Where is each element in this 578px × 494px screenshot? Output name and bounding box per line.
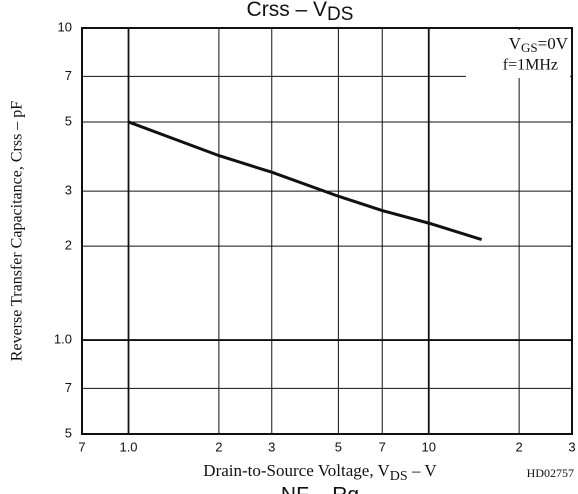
chart-title: Crss – VDS bbox=[247, 0, 354, 25]
x-label-part: – V bbox=[408, 461, 438, 480]
x-axis-label: Drain-to-Source Voltage, VDS – V bbox=[203, 461, 437, 484]
y-tick-label: 2 bbox=[65, 238, 72, 253]
plot-frame bbox=[81, 27, 573, 435]
grid bbox=[81, 27, 573, 435]
x-tick-label: 7 bbox=[78, 439, 85, 454]
next-title: NF – Rg bbox=[281, 484, 359, 494]
x-tick-label: 10 bbox=[422, 439, 436, 454]
title-sub: DS bbox=[327, 4, 353, 25]
annotation-sub: GS bbox=[521, 40, 538, 55]
annotation-part: =0V bbox=[538, 34, 569, 53]
y-tick-label: 7 bbox=[65, 380, 72, 395]
data-line bbox=[127, 120, 483, 241]
x-tick-label: 7 bbox=[379, 439, 386, 454]
annotation-box bbox=[466, 30, 570, 78]
y-tick-label: 7 bbox=[65, 68, 72, 83]
y-tick-label: 10 bbox=[58, 19, 72, 34]
x-tick-label: 3 bbox=[268, 439, 275, 454]
annotation-line: VGS=0V bbox=[509, 34, 569, 55]
y-tick-label: 5 bbox=[65, 425, 72, 440]
x-tick-label: 2 bbox=[215, 439, 222, 454]
x-label-part: Drain-to-Source Voltage, V bbox=[203, 461, 390, 480]
y-tick-label: 5 bbox=[65, 113, 72, 128]
x-tick-label: 3 bbox=[568, 439, 575, 454]
annotation-line: f=1MHz bbox=[503, 57, 558, 74]
x-label-sub: DS bbox=[390, 469, 408, 484]
y-axis-label: Reverse Transfer Capacitance, Crss – pF bbox=[9, 101, 26, 361]
x-tick-label: 5 bbox=[335, 439, 342, 454]
y-tick-label: 1.0 bbox=[54, 331, 72, 346]
annotation-part: V bbox=[509, 34, 522, 53]
y-tick-label: 3 bbox=[65, 183, 72, 198]
x-tick-label: 1.0 bbox=[119, 439, 137, 454]
figure-code: HD02757 bbox=[527, 466, 574, 480]
x-tick-label: 2 bbox=[516, 439, 523, 454]
title-main: Crss – V bbox=[247, 0, 328, 21]
